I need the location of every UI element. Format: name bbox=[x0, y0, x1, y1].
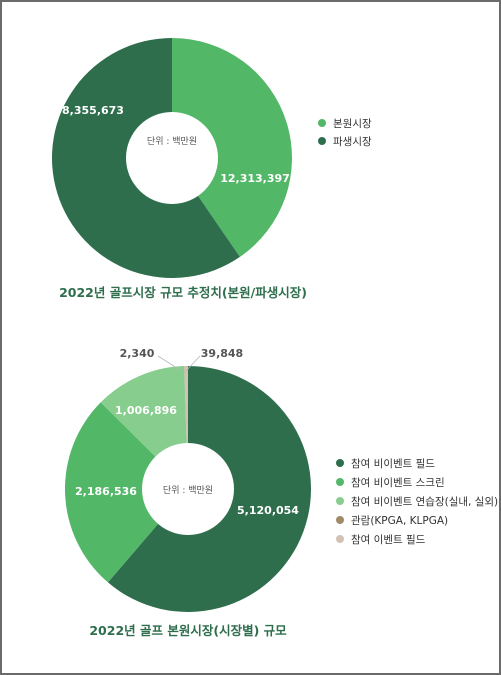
legend-label: 파생시장 bbox=[333, 136, 372, 148]
chart-primary-market: 단위 : 백만원 5,120,054 2,186,536 1,006,896 2,34… bbox=[64, 347, 498, 638]
pie-slice bbox=[184, 366, 188, 489]
legend-swatch bbox=[336, 497, 344, 505]
donut-hole bbox=[142, 443, 234, 535]
legend-label: 참여 비이벤트 연습장(실내, 실외) bbox=[351, 496, 498, 508]
slice-value-label: 12,313,397 bbox=[220, 172, 290, 185]
slice-value-label: 2,340 bbox=[120, 347, 155, 360]
chart-title: 2022년 골프시장 규모 추정치(본원/파생시장) bbox=[59, 285, 307, 300]
leader-line bbox=[184, 355, 201, 373]
unit-label: 단위 : 백만원 bbox=[163, 485, 213, 496]
legend-swatch bbox=[318, 137, 326, 145]
chart-market-size: 단위 : 백만원 8,355,673 12,313,397 2022년 골프시장 … bbox=[51, 38, 372, 300]
legend-swatch bbox=[336, 516, 344, 524]
legend-label: 참여 이벤트 필드 bbox=[351, 534, 426, 546]
pie-slice bbox=[64, 402, 188, 583]
legend-swatch bbox=[336, 459, 344, 467]
pie-slice bbox=[172, 38, 292, 257]
slice-value-label: 5,120,054 bbox=[237, 504, 299, 517]
legend-swatch bbox=[336, 535, 344, 543]
legend-label: 본원시장 bbox=[333, 118, 372, 130]
slice-value-label: 8,355,673 bbox=[62, 104, 124, 117]
slice-value-label: 1,006,896 bbox=[115, 404, 177, 417]
chart-title: 2022년 골프 본원시장(시장별) 규모 bbox=[89, 623, 287, 638]
legend-label: 관람(KPGA, KLPGA) bbox=[351, 514, 448, 527]
legend-swatch bbox=[336, 478, 344, 486]
slice-value-label: 2,186,536 bbox=[75, 485, 137, 498]
donut-hole bbox=[126, 112, 218, 204]
legend-label: 참여 비이벤트 필드 bbox=[351, 458, 435, 470]
slice-value-label: 39,848 bbox=[201, 347, 243, 360]
legend-label: 참여 비이벤트 스크린 bbox=[351, 477, 445, 489]
leader-line bbox=[157, 355, 181, 371]
unit-label: 단위 : 백만원 bbox=[147, 136, 197, 147]
legend-swatch bbox=[318, 119, 326, 127]
